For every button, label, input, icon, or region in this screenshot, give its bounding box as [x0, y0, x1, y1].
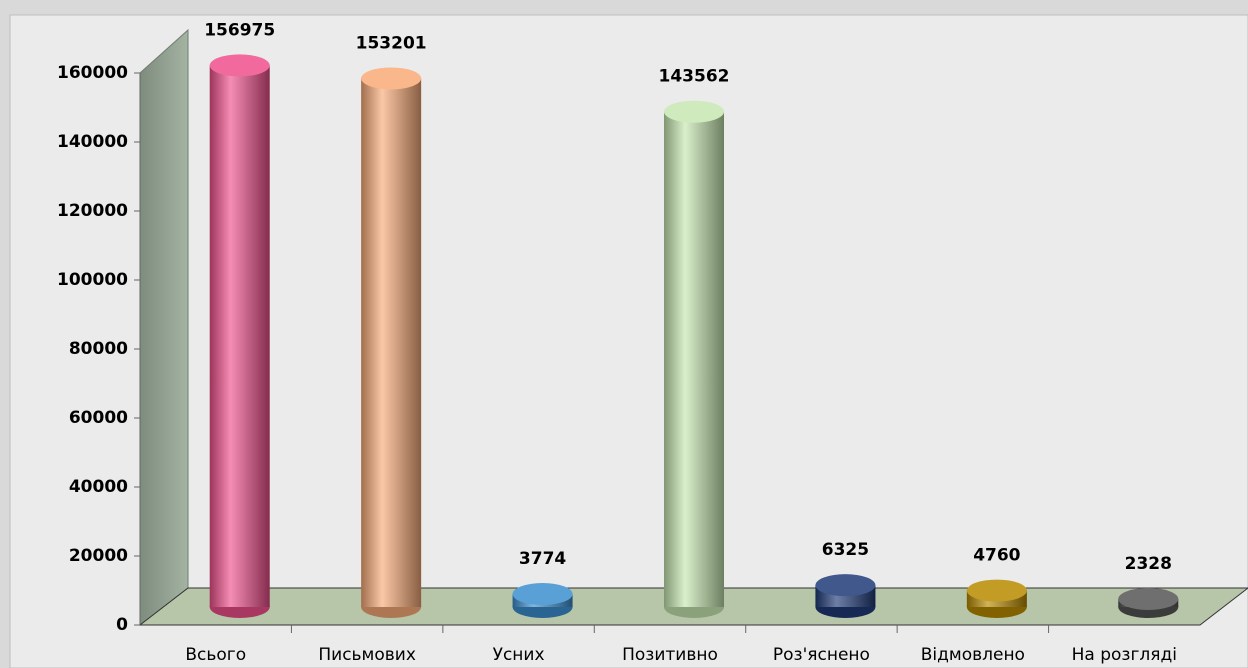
back-wall: [139, 28, 189, 627]
y-tick-label: 140000: [57, 132, 128, 152]
bar: [664, 111, 724, 608]
data-label: 4760: [973, 546, 1020, 566]
x-tick-label: На розгляді: [1072, 645, 1177, 665]
bar: [361, 78, 422, 608]
x-tick-label: Всього: [185, 645, 246, 665]
data-label: 153201: [356, 33, 427, 53]
y-tick-label: 40000: [69, 477, 128, 497]
y-tick-label: 120000: [57, 201, 128, 221]
x-tick-label: Усних: [493, 645, 545, 665]
x-tick-label: Письмових: [318, 645, 416, 665]
data-label: 156975: [204, 20, 275, 40]
data-label: 2328: [1125, 554, 1172, 574]
bar-top: [209, 54, 270, 77]
y-tick-label: 20000: [69, 546, 128, 566]
y-tick-label: 0: [116, 615, 128, 635]
plot-area: [9, 14, 1248, 668]
bar: [209, 65, 270, 607]
x-tick-label: Відмовлено: [921, 645, 1025, 665]
bar-top: [815, 574, 876, 597]
data-label: 143562: [659, 67, 730, 87]
y-tick-label: 80000: [69, 339, 128, 359]
bar-top: [1118, 587, 1179, 610]
y-tick-label: 160000: [57, 63, 128, 83]
x-tick-label: Роз'яснено: [773, 645, 870, 665]
bar-top: [512, 582, 573, 605]
bar-top: [361, 67, 422, 90]
y-tick-label: 60000: [69, 408, 128, 428]
bar-top: [664, 100, 724, 123]
data-label: 6325: [822, 540, 869, 560]
bar-top: [966, 579, 1027, 602]
x-tick-label: Позитивно: [622, 645, 718, 665]
data-label: 3774: [519, 549, 566, 569]
y-tick-label: 100000: [57, 270, 128, 290]
